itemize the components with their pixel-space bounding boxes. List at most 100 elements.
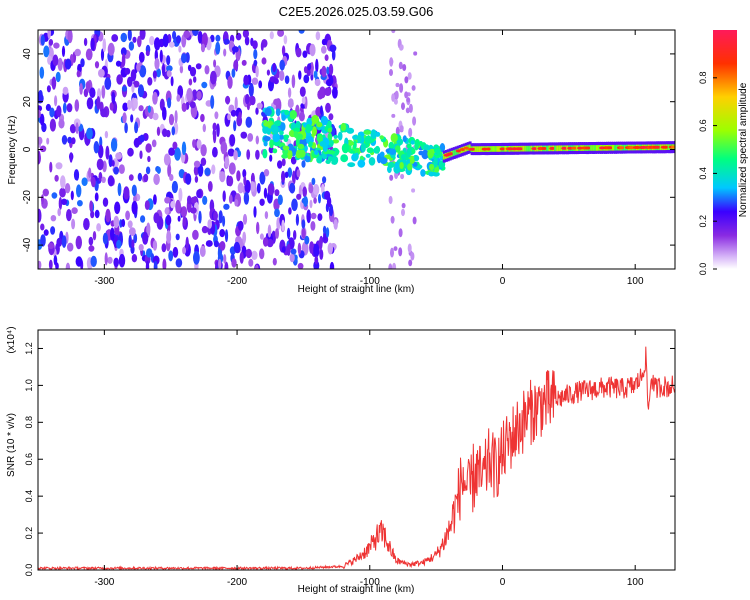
- spectrogram-cell: [312, 184, 320, 196]
- spectrogram-cell: [272, 62, 277, 73]
- spectrogram-cell: [113, 166, 119, 175]
- spectrogram-cell: [279, 130, 284, 136]
- spectrogram-cell: [50, 226, 56, 235]
- spectrogram-cell: [399, 83, 404, 93]
- spectrogram-cell: [260, 41, 264, 51]
- spectrogram-cell: [223, 254, 227, 264]
- spectrogram-cell: [111, 160, 115, 167]
- spectrogram-cell: [388, 148, 397, 155]
- spectrogram-cell: [289, 110, 297, 120]
- spectrogram-cell: [413, 51, 418, 56]
- spectrogram-cell: [411, 85, 416, 91]
- spectrogram-cell: [133, 137, 140, 148]
- spectrogram-cell: [301, 160, 306, 168]
- spectrogram-cell: [92, 231, 97, 241]
- spectrogram-cell: [211, 164, 216, 175]
- spectrogram-cell: [390, 247, 394, 258]
- spectrogram-cell: [224, 156, 230, 168]
- y-tick-label: 1.2: [24, 342, 34, 355]
- spectrogram-cell: [70, 190, 74, 201]
- spectrogram-cell: [145, 260, 150, 269]
- spectrogram-cell: [269, 31, 274, 40]
- spectrogram-cell: [306, 68, 311, 77]
- spectrogram-cell: [152, 91, 158, 105]
- spectrogram-cell: [166, 230, 172, 244]
- spectrogram-cell: [263, 136, 271, 142]
- spectrogram-cell: [262, 148, 268, 159]
- spectrogram-cell: [51, 76, 57, 90]
- spectrogram-ylabel: Frequency (Hz): [7, 116, 18, 185]
- spectrogram-cell: [56, 237, 63, 247]
- spectrogram-cell: [395, 82, 400, 88]
- spectrogram-cell: [204, 167, 211, 176]
- spectrogram-cell: [210, 70, 217, 85]
- spectrogram-cell: [390, 215, 395, 224]
- spectrogram-cell: [331, 155, 339, 165]
- spectrogram-cell: [145, 166, 151, 175]
- spectrogram-cell: [290, 248, 297, 255]
- spectrogram-cell: [411, 188, 416, 193]
- spectrogram-cell: [147, 105, 151, 113]
- spectrogram-cell: [259, 248, 265, 260]
- spectrogram-cell: [83, 88, 89, 98]
- spectrogram-cell: [402, 135, 407, 143]
- spectrogram-cell: [77, 200, 83, 207]
- spectrogram-cell: [64, 183, 71, 194]
- spectrogram-cell: [154, 37, 161, 51]
- spectrogram-cell: [57, 208, 61, 217]
- spectrogram-cell: [308, 141, 313, 147]
- spectrogram-cell: [151, 139, 157, 148]
- spectrogram-cell: [274, 208, 280, 218]
- spectrogram-cell: [289, 182, 296, 194]
- spectrogram-cell: [332, 86, 338, 99]
- spectrogram-cell: [178, 187, 183, 202]
- spectrogram-cell: [412, 216, 417, 225]
- spectrogram-cell: [571, 146, 578, 150]
- spectrogram-cell: [295, 47, 302, 58]
- spectrogram-cell: [276, 217, 281, 231]
- spectrogram-cell: [111, 34, 119, 42]
- spectrogram-cell: [40, 223, 45, 231]
- spectrogram-cell: [248, 82, 254, 97]
- spectrogram-cell: [146, 248, 153, 258]
- spectrogram-cell: [287, 167, 293, 178]
- spectrogram-cell: [447, 152, 454, 156]
- spectrogram-cell: [49, 118, 57, 132]
- spectrogram-cell: [314, 150, 319, 155]
- spectrogram-cell: [325, 227, 330, 238]
- spectrogram-cell: [435, 148, 441, 155]
- spectrogram-cell: [352, 140, 357, 150]
- spectrogram-cell: [98, 68, 105, 78]
- spectrogram-cell: [85, 48, 93, 61]
- spectrogram-cell: [398, 247, 403, 257]
- spectrogram-cell: [281, 246, 286, 253]
- spectrogram-cell: [233, 59, 239, 71]
- spectrogram-cell: [417, 164, 423, 169]
- spectrogram-cell: [202, 123, 206, 133]
- spectrogram-cell: [110, 227, 115, 241]
- spectrogram-cell: [227, 75, 233, 89]
- spectrogram-cell: [248, 258, 254, 267]
- spectrogram-cell: [200, 144, 207, 157]
- spectrogram-cell: [59, 187, 66, 198]
- spectrogram-cell: [239, 251, 244, 264]
- spectrogram-cell: [46, 137, 50, 145]
- spectrogram-cell: [255, 65, 259, 78]
- spectrogram-cell: [368, 157, 376, 166]
- spectrogram-cell: [131, 184, 137, 197]
- spectrogram-cell: [166, 55, 171, 66]
- spectrogram-cell: [283, 134, 290, 139]
- spectrogram-cell: [281, 153, 288, 159]
- spectrogram-cell: [139, 30, 146, 40]
- spectrogram-cell: [45, 103, 52, 112]
- spectrogram-cell: [227, 113, 231, 121]
- spectrogram-cell: [401, 208, 405, 217]
- colorbar-tick-label: 0.0: [698, 263, 708, 276]
- spectrogram-cell: [242, 30, 249, 38]
- spectrogram-cell: [272, 132, 280, 143]
- spectrogram-cell: [394, 145, 401, 153]
- spectrogram-cell: [328, 63, 334, 76]
- spectrogram-cell: [392, 262, 397, 269]
- spectrogram-cell: [255, 264, 259, 269]
- spectrogram-cell: [200, 43, 206, 53]
